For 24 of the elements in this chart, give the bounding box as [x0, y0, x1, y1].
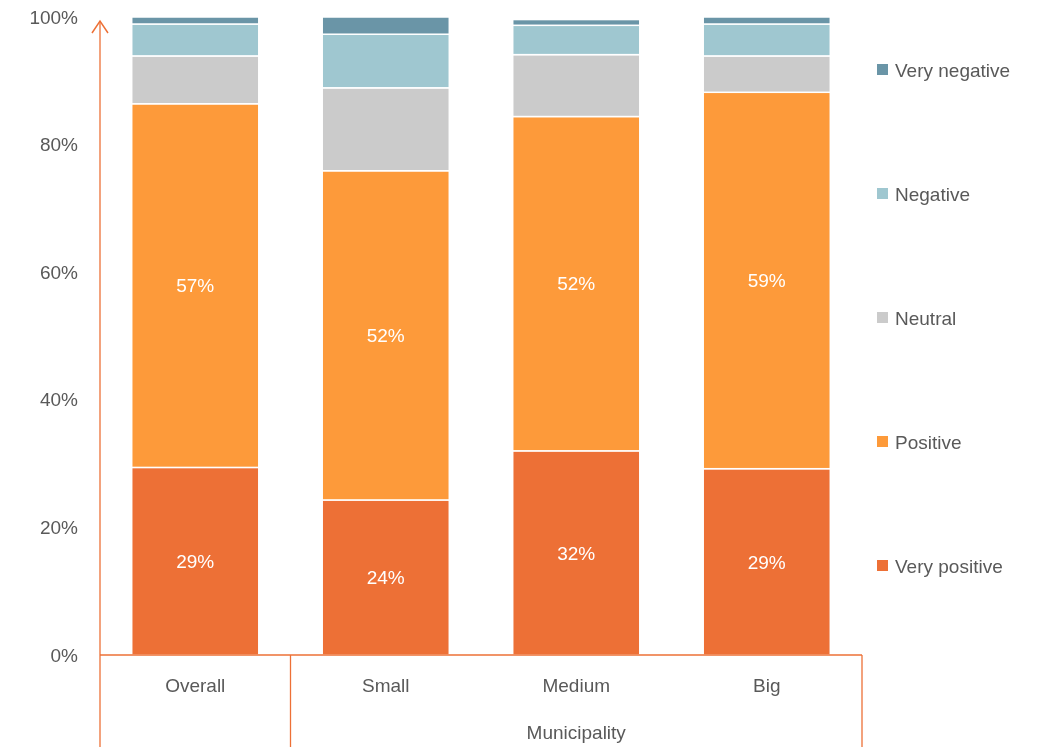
data-label: 32% [557, 542, 596, 564]
x-tick-label: Big [753, 675, 781, 696]
data-label: 59% [747, 270, 786, 292]
y-tick-label: 80% [39, 134, 79, 156]
legend-label: Very positive [895, 555, 1003, 577]
x-tick-label: Overall [165, 675, 226, 696]
y-tick-label: 20% [39, 517, 79, 539]
y-tick-label: 0% [50, 644, 79, 666]
y-tick-label: 60% [39, 261, 79, 283]
data-label: 29% [747, 551, 786, 573]
y-tick-label: 40% [39, 389, 79, 411]
legend-label: Very negative [895, 59, 1011, 81]
data-label: 52% [366, 325, 405, 347]
x-axis-title: Municipality [526, 722, 627, 743]
text: Positive [895, 431, 962, 453]
legend-label: Negative [895, 183, 970, 205]
x-tick-label: Medium [542, 675, 611, 696]
x-tick-label: Small [361, 675, 410, 696]
legend-label: Neutral [895, 307, 957, 329]
data-label: 29% [176, 550, 215, 572]
y-tick-label: 100% [29, 6, 79, 28]
data-label: 57% [176, 275, 215, 297]
data-label: 52% [557, 273, 596, 295]
data-label: 24% [366, 567, 405, 589]
